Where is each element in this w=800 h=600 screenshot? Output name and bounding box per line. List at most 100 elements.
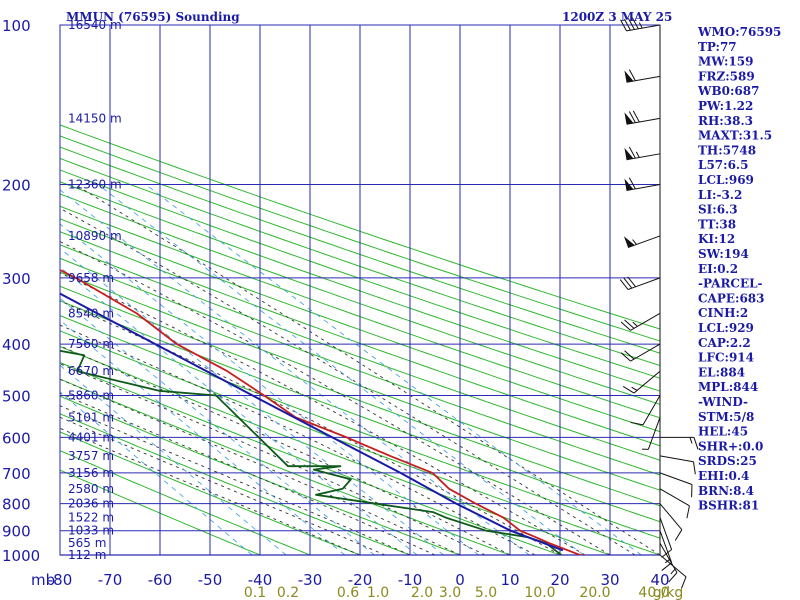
wind-full-barb bbox=[630, 421, 644, 426]
index-item: KI:12 bbox=[698, 232, 735, 246]
pressure-label-900: 900 bbox=[2, 523, 31, 541]
wind-half-barb bbox=[632, 239, 637, 245]
wind-full-barb bbox=[632, 110, 640, 123]
dry-adiabat-line bbox=[60, 469, 262, 555]
chart-title: MMUN (76595) Sounding bbox=[66, 10, 240, 24]
dry-adiabat-line bbox=[60, 231, 660, 447]
dry-adiabat-line bbox=[60, 378, 512, 555]
wind-full-barb bbox=[693, 437, 699, 450]
dry-adiabat-line bbox=[60, 362, 562, 555]
dry-adiabat-line bbox=[60, 450, 312, 555]
moist-adiabat-line bbox=[60, 416, 386, 555]
index-item: CINH:2 bbox=[698, 306, 748, 320]
height-label: 112 m bbox=[68, 548, 106, 562]
wind-pennant bbox=[624, 70, 634, 83]
wind-pennant bbox=[624, 178, 634, 191]
wind-half-barb bbox=[632, 321, 638, 327]
wind-full-barb bbox=[661, 562, 672, 571]
wind-full-barb bbox=[628, 111, 636, 123]
wind-barb-900 bbox=[659, 530, 673, 571]
pressure-label-600: 600 bbox=[2, 429, 31, 447]
dry-adiabat-line bbox=[60, 157, 660, 367]
height-label: 6670 m bbox=[68, 364, 114, 378]
sounding-indices-panel: WMO:76595TP:77MW:159FRZ:589WB0:687PW:1.2… bbox=[697, 25, 781, 513]
wind-barb-300 bbox=[619, 276, 661, 290]
wind-barb-175 bbox=[624, 146, 661, 161]
wind-barb-350 bbox=[620, 312, 661, 331]
moist-adiabat-line bbox=[60, 272, 586, 555]
temp-tick-label: 30 bbox=[600, 571, 619, 589]
index-item: EHI:0.4 bbox=[698, 469, 749, 483]
temp-tick-label: 10 bbox=[500, 571, 519, 589]
wind-full-barb bbox=[622, 386, 635, 394]
temp-tick-label: 20 bbox=[550, 571, 569, 589]
index-item: LCL:929 bbox=[698, 321, 754, 335]
wind-barb-staff bbox=[659, 472, 693, 486]
moist-adiabat-line bbox=[60, 363, 486, 555]
moist-adiabat-line bbox=[60, 427, 361, 555]
observation-time: 1200Z 3 MAY 25 bbox=[562, 10, 672, 24]
dewpoint-profile bbox=[60, 349, 563, 555]
height-label: 565 m bbox=[68, 536, 106, 550]
wind-half-barb bbox=[638, 22, 643, 29]
index-item: LFC:914 bbox=[698, 351, 754, 365]
dry-adiabat-line bbox=[60, 244, 660, 461]
height-label: 2580 m bbox=[68, 482, 114, 496]
wind-barb-750 bbox=[659, 488, 690, 519]
index-item: CAP:2.2 bbox=[698, 336, 751, 350]
mixing-ratio-label: 20.0 bbox=[579, 585, 610, 600]
temp-tick-label: -20 bbox=[348, 571, 373, 589]
wind-full-barb bbox=[620, 321, 631, 331]
index-item: SW:194 bbox=[698, 247, 749, 261]
pressure-label-100: 100 bbox=[2, 17, 31, 35]
wind-full-barb bbox=[674, 529, 683, 541]
wind-pennant bbox=[624, 147, 634, 160]
wind-barb-staff bbox=[659, 503, 683, 531]
pressure-unit-label: mb bbox=[31, 571, 55, 589]
sounding-profiles bbox=[60, 268, 589, 555]
pressure-label-400: 400 bbox=[2, 336, 31, 354]
wind-barb-staff bbox=[633, 370, 661, 394]
index-item: BSHR:81 bbox=[698, 499, 759, 513]
dry-adiabat-line bbox=[60, 218, 660, 433]
mixing-ratio-label: 1.0 bbox=[367, 585, 389, 600]
pressure-temperature-grid bbox=[59, 24, 661, 556]
wind-full-barb bbox=[661, 549, 672, 558]
height-label: 5860 m bbox=[68, 388, 114, 402]
wind-barb-staff bbox=[630, 343, 661, 362]
index-item: BRN:8.4 bbox=[698, 484, 754, 498]
wind-barb-100 bbox=[620, 17, 661, 32]
pressure-label-500: 500 bbox=[2, 387, 31, 405]
height-label: 12360 m bbox=[68, 178, 122, 192]
wind-full-barb bbox=[624, 350, 635, 360]
dry-adiabat-line bbox=[60, 330, 660, 555]
wind-barb-staff bbox=[627, 235, 661, 249]
index-item: MAXT:31.5 bbox=[698, 129, 772, 143]
wind-barb-500 bbox=[630, 395, 661, 426]
dry-adiabat-line bbox=[60, 315, 660, 539]
dry-adiabat-line bbox=[60, 271, 660, 491]
wind-barb-staff bbox=[659, 455, 694, 463]
wind-barb-staff bbox=[647, 417, 661, 450]
pressure-label-200: 200 bbox=[2, 177, 31, 195]
height-label: 10890 m bbox=[68, 229, 122, 243]
wind-full-barb bbox=[624, 319, 635, 329]
wind-barb-staff bbox=[626, 24, 661, 32]
wind-barb-staff bbox=[627, 277, 661, 290]
wind-half-barb bbox=[670, 568, 676, 575]
height-label: 2036 m bbox=[68, 497, 114, 511]
index-item: -WIND- bbox=[698, 395, 748, 409]
wind-full-barb bbox=[628, 146, 636, 159]
height-label: 5101 m bbox=[68, 410, 114, 424]
dry-adiabat-line bbox=[60, 205, 660, 419]
height-label: 3156 m bbox=[68, 466, 114, 480]
wind-barb-staff bbox=[659, 530, 673, 563]
index-item: STM:5/8 bbox=[698, 410, 754, 424]
index-item: EL:884 bbox=[698, 365, 745, 379]
height-label: 8540 m bbox=[68, 306, 114, 320]
wind-barb-staff bbox=[630, 312, 661, 331]
index-item: SI:6.3 bbox=[698, 203, 738, 217]
index-item: LI:-3.2 bbox=[698, 188, 742, 202]
